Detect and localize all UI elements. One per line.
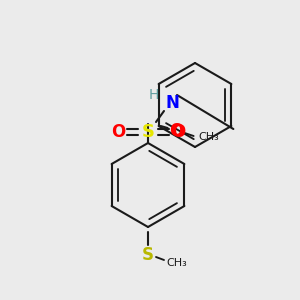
Text: CH₃: CH₃ xyxy=(166,258,187,268)
Text: O: O xyxy=(169,122,184,140)
Text: S: S xyxy=(142,246,154,264)
Text: S: S xyxy=(142,123,154,141)
Text: H: H xyxy=(149,88,159,102)
Text: O: O xyxy=(171,123,185,141)
Text: N: N xyxy=(165,94,179,112)
Text: O: O xyxy=(111,123,125,141)
Text: CH₃: CH₃ xyxy=(199,132,219,142)
